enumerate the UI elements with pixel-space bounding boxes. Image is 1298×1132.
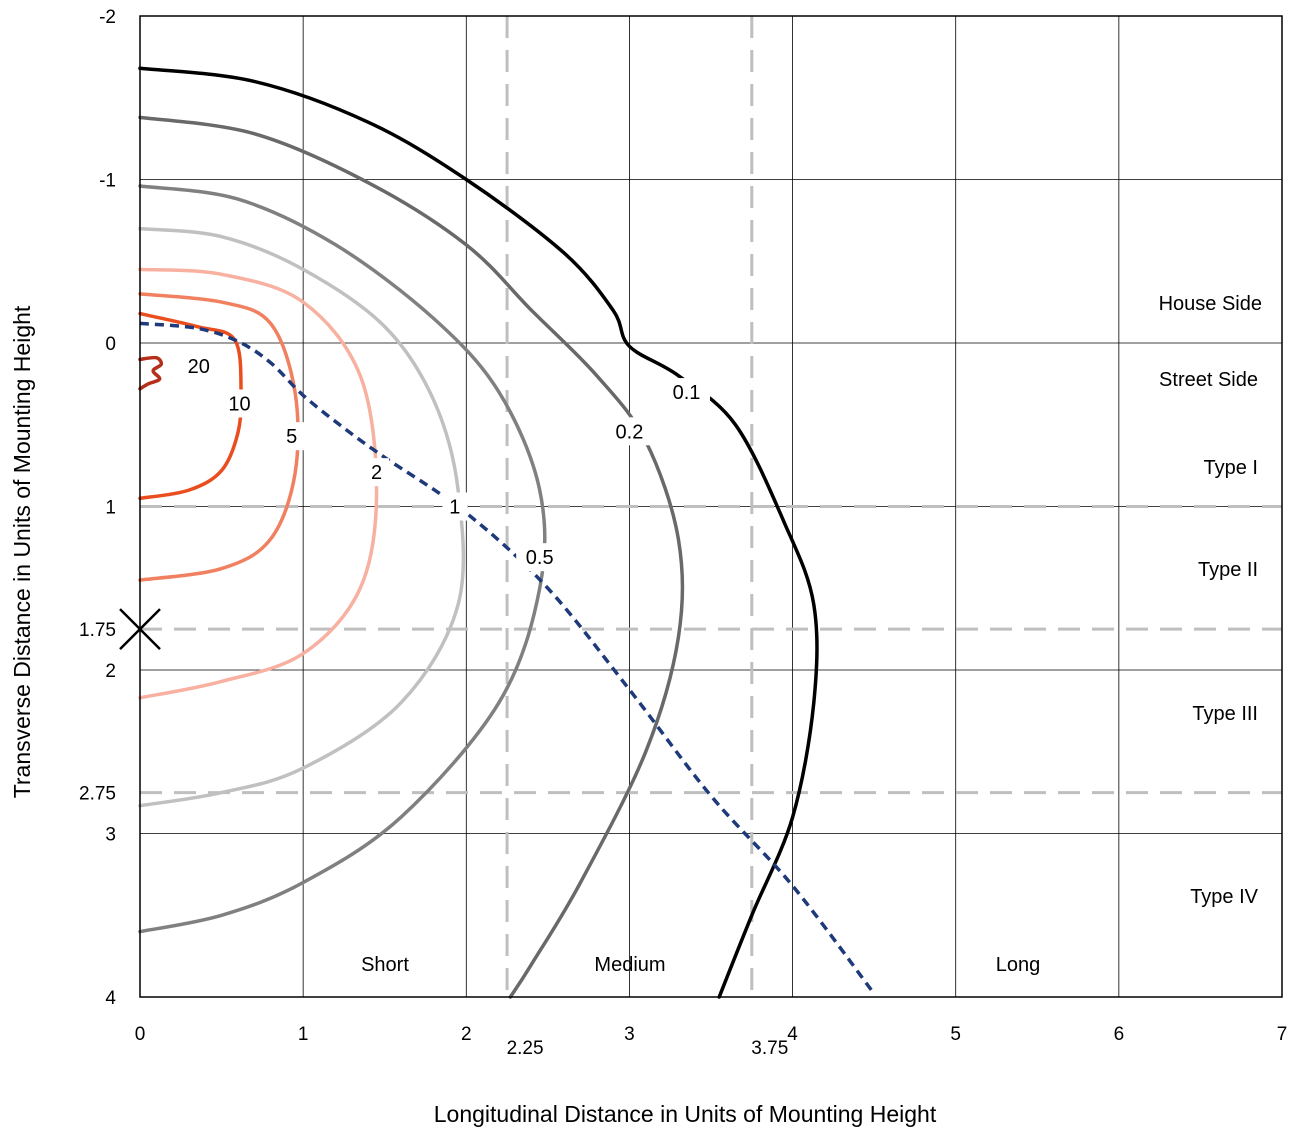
x-tick-label: 5: [950, 1024, 961, 1045]
type-1-label: Type I: [1204, 457, 1258, 479]
y-axis-title: Transverse Distance in Units of Mounting…: [9, 305, 35, 798]
y-tick-label: 1: [105, 498, 116, 519]
isoline-0.1: [138, 66, 819, 999]
x-axis-title: Longitudinal Distance in Units of Mounti…: [434, 1101, 937, 1127]
y-tick-label: 0: [105, 334, 116, 355]
contour-label-bg: [605, 417, 653, 446]
isoline-0.2: [138, 115, 685, 999]
y-tick-label: 2: [105, 661, 116, 682]
tick-labels: 0 1 2 3 4 5 6 7 2.25 3.75 -2 -1 0 1 2 3 4 1.75 2.75: [79, 7, 1287, 1059]
contour-label: 20: [188, 356, 210, 378]
contour-label-bg: [516, 543, 564, 572]
type-3-label: Type III: [1192, 703, 1258, 725]
y-tick-label-extra: 1.75: [79, 620, 116, 641]
isoline-series: [138, 66, 819, 999]
x-tick-label: 7: [1277, 1024, 1288, 1045]
contour-label-bg: [180, 351, 217, 380]
x-tick-label: 6: [1114, 1024, 1125, 1045]
y-tick-label: -1: [99, 171, 116, 192]
isoline-20: [138, 355, 164, 391]
x-tick-label-extra: 3.75: [751, 1038, 788, 1059]
x-tick-label-extra: 2.25: [507, 1038, 544, 1059]
contour-label: 5: [286, 426, 297, 448]
region-labels: House Side Street Side Type I Type II Ty…: [361, 293, 1262, 976]
y-tick-label: 4: [105, 988, 116, 1009]
luminaire-marker: [119, 608, 161, 651]
x-tick-label: 2: [461, 1024, 472, 1045]
contour-label: 1: [449, 497, 460, 519]
type-4-label: Type IV: [1190, 886, 1258, 908]
y-tick-label: 3: [105, 825, 116, 846]
contour-label: 0.5: [526, 547, 554, 569]
medium-label: Medium: [594, 954, 665, 976]
x-tick-label: 4: [787, 1024, 798, 1045]
max-candela-trace: [139, 321, 876, 995]
luminaire-marker-layer: [119, 608, 161, 651]
contour-label-bg: [221, 389, 258, 418]
x-tick-label: 3: [624, 1024, 635, 1045]
contour-label-bg: [364, 458, 390, 487]
short-label: Short: [361, 954, 409, 976]
x-tick-label: 1: [298, 1024, 309, 1045]
contour-label-bg: [663, 378, 711, 407]
max-candela-trace-layer: [139, 321, 876, 995]
contour-label: 0.1: [673, 382, 701, 404]
contour-label-bg: [442, 492, 468, 521]
house-side-label: House Side: [1159, 293, 1262, 315]
isoline-5: [138, 292, 300, 582]
x-tick-label: 0: [135, 1024, 146, 1045]
contour-label: 2: [371, 462, 382, 484]
isoline-1: [138, 226, 466, 808]
contour-label-bg: [279, 422, 305, 451]
contour-label: 0.2: [616, 421, 644, 443]
y-tick-label: -2: [99, 7, 116, 28]
type-2-label: Type II: [1198, 559, 1258, 581]
plot-border: [139, 15, 1283, 998]
y-tick-label-extra: 2.75: [79, 784, 116, 805]
contour-labels: 20 10 5 2 1 0.5 0.2 0.1: [180, 351, 711, 572]
contour-label: 10: [228, 393, 250, 415]
isoline-2: [138, 267, 379, 700]
street-side-label: Street Side: [1159, 369, 1258, 391]
long-label: Long: [996, 954, 1041, 976]
